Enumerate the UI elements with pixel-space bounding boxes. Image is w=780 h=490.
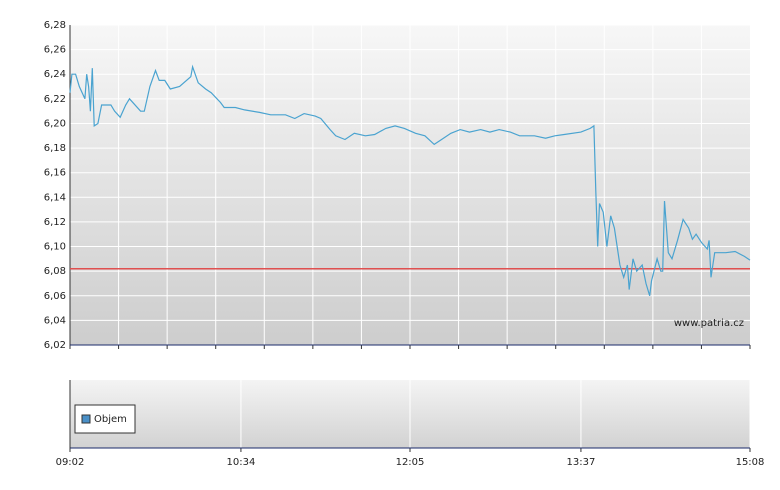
legend-label: Objem: [94, 414, 127, 425]
y-tick-label: 6,26: [44, 45, 66, 56]
y-tick-label: 6,18: [44, 143, 66, 154]
y-tick-label: 6,04: [44, 315, 66, 326]
x-tick-label: 15:08: [736, 457, 765, 468]
x-tick-label: 13:37: [567, 457, 596, 468]
y-tick-label: 6,20: [44, 118, 66, 129]
y-tick-label: 6,14: [44, 192, 66, 203]
x-tick-label: 09:02: [56, 457, 85, 468]
y-tick-label: 6,12: [44, 217, 66, 228]
y-tick-label: 6,06: [44, 291, 66, 302]
x-tick-label: 12:05: [396, 457, 425, 468]
y-tick-label: 6,24: [44, 69, 66, 80]
y-tick-label: 6,02: [44, 340, 66, 351]
watermark: www.patria.cz: [674, 318, 744, 329]
y-tick-label: 6,22: [44, 94, 66, 105]
y-tick-label: 6,08: [44, 266, 66, 277]
y-tick-label: 6,10: [44, 242, 66, 253]
price-line: [69, 64, 751, 296]
x-tick-label: 10:34: [227, 457, 256, 468]
y-tick-label: 6,28: [44, 20, 66, 31]
legend-swatch: [81, 414, 91, 424]
y-tick-label: 6,16: [44, 168, 66, 179]
